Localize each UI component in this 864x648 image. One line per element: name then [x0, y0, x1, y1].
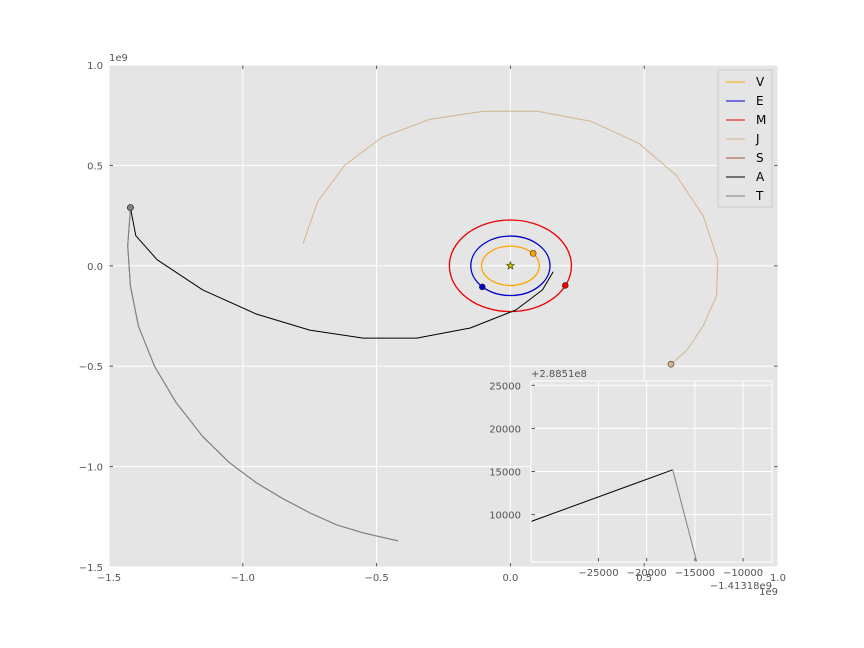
main-series-markers	[127, 204, 675, 368]
legend-label-j: J	[755, 132, 760, 146]
main-x-tick-label: −1.5	[97, 573, 121, 584]
inset-x-tick-label: −10000	[723, 568, 763, 579]
main-x-offset-label: 1e9	[759, 587, 778, 598]
inset-grid	[531, 381, 772, 562]
inset-chart: −25000 −20000 −15000 −10000 10000 15000 20000 2…	[489, 369, 773, 592]
main-y-tick-label: 1.0	[87, 61, 103, 72]
main-x-tick-label: −0.5	[364, 573, 388, 584]
main-frame	[108, 64, 779, 568]
series-a-line	[129, 207, 554, 339]
legend-label-e: E	[756, 94, 764, 108]
main-y-tick-label: −1.5	[79, 563, 103, 574]
inset-series-t-line	[672, 469, 698, 563]
inset-frame	[530, 380, 773, 563]
main-x-tick-label: 0.5	[636, 573, 652, 584]
main-y-tick-label: 0.0	[87, 262, 103, 273]
inset-y-tick-label: 20000	[489, 424, 521, 435]
inset-y-tick-label: 25000	[489, 381, 521, 392]
main-y-tick-label: −1.0	[79, 463, 103, 474]
main-x-tick-label: −1.0	[231, 573, 255, 584]
legend-label-s: S	[756, 151, 764, 165]
legend-label-m: M	[756, 113, 766, 127]
series-v-orbit	[480, 245, 540, 287]
main-y-tick-label: −0.5	[79, 362, 103, 373]
legend-label-v: V	[756, 75, 765, 89]
main-y-tick-label: 0.5	[87, 161, 103, 172]
inset-y-tick-label: 10000	[489, 511, 521, 522]
main-chart: −1.5 −1.0 −0.5 0.0 0.5 1.0 −1.5 −1.0 −0.5 0.0 0.5 1…	[79, 53, 786, 598]
series-j-line	[302, 110, 719, 365]
main-y-offset-label: 1e9	[109, 53, 128, 64]
inset-ticks: −25000 −20000 −15000 −10000 10000 15000 20000 2…	[489, 380, 773, 579]
series-m-marker	[561, 282, 569, 289]
main-x-tick-label: 1.0	[770, 573, 786, 584]
legend-label-a: A	[756, 170, 765, 184]
main-ticks: −1.5 −1.0 −0.5 0.0 0.5 1.0 −1.5 −1.0 −0.5 0.0 0.5 1…	[79, 61, 786, 584]
series-e-marker	[479, 283, 486, 291]
series-v-marker	[529, 250, 537, 257]
series-j-marker	[667, 360, 675, 368]
series-m-orbit	[448, 219, 573, 313]
legend-label-t: T	[755, 189, 764, 203]
main-series-lines	[127, 110, 719, 542]
inset-x-tick-label: −15000	[675, 568, 715, 579]
inset-x-offset-label: −1.41318e9	[710, 581, 772, 592]
inset-series-lines	[530, 469, 698, 563]
series-e-orbit	[470, 235, 551, 297]
center-star-marker	[505, 260, 516, 270]
main-x-tick-label: 0.0	[502, 573, 518, 584]
series-t-line	[127, 209, 399, 542]
inset-series-a-line	[530, 469, 673, 522]
inset-x-tick-label: −25000	[578, 568, 618, 579]
inset-x-tick-label: −20000	[627, 568, 667, 579]
main-grid	[108, 64, 779, 568]
inset-y-offset-label: +2.8851e8	[531, 369, 587, 380]
inset-y-tick-label: 15000	[489, 468, 521, 479]
series-t-marker	[127, 204, 134, 211]
